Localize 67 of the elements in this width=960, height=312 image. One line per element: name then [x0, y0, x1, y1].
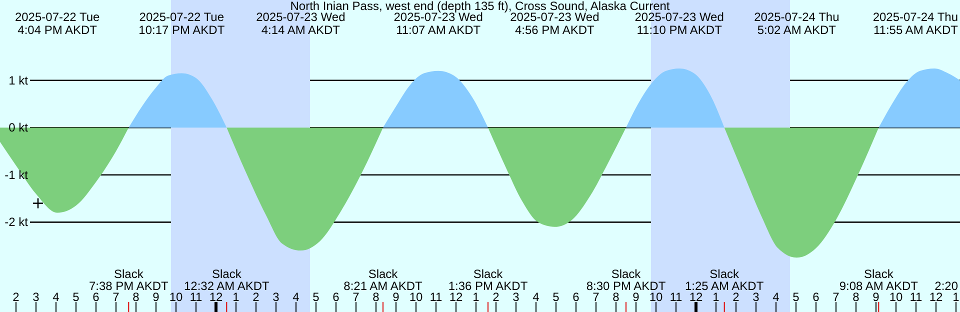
annotation: 2025-07-22 Tue 4:04 PM AKDT [14, 10, 100, 37]
annotation: Slack 1:36 PM AKDT [448, 267, 528, 293]
annotation: Slack 1:25 AM AKDT [684, 267, 764, 293]
annotation: 2025-07-22 Tue 10:17 PM AKDT [138, 10, 226, 37]
annotation: 2:20 [934, 279, 958, 293]
x-tick-label: 12 [209, 290, 223, 304]
x-tick-label: 7 [592, 290, 600, 304]
x-tick-label: 12 [449, 290, 463, 304]
annotation: Slack 8:30 PM AKDT [586, 267, 666, 293]
annotation: 2025-07-23 Wed 11:10 PM AKDT [634, 10, 724, 37]
x-tick-label: 5 [72, 290, 80, 304]
annotation: 2025-07-23 Wed 4:56 PM AKDT [510, 10, 600, 37]
x-tick-label: 11 [670, 290, 683, 304]
x-tick-label: 6 [332, 290, 340, 304]
x-tick-label: 9 [632, 290, 640, 304]
x-tick-label: 12 [689, 290, 703, 304]
x-tick-label: 10 [169, 290, 183, 304]
annotation: 2025-07-24 Thu 5:02 AM AKDT [754, 10, 840, 37]
x-tick-label: 8 [372, 290, 380, 304]
x-tick-label: 9 [872, 290, 880, 304]
x-tick-label: 10 [889, 290, 903, 304]
x-tick-label: 1 [472, 290, 480, 304]
x-tick-label: 8 [132, 290, 140, 304]
x-tick-label: 11 [910, 290, 923, 304]
annotation: 2025-07-23 Wed 4:14 AM AKDT [256, 10, 346, 37]
x-tick-label: 8 [612, 290, 620, 304]
x-tick-label: 3 [752, 290, 760, 304]
x-tick-label: 7 [352, 290, 360, 304]
x-tick-label: 6 [572, 290, 580, 304]
annotation: Slack 12:32 AM AKDT [184, 267, 270, 293]
x-tick-label: 2 [252, 290, 260, 304]
x-tick-label: 5 [792, 290, 800, 304]
x-tick-label: 2 [12, 290, 20, 304]
x-tick-label: 4 [772, 290, 780, 304]
x-tick-label: 3 [272, 290, 280, 304]
x-tick-label: 12 [929, 290, 943, 304]
x-tick-label: 11 [430, 290, 443, 304]
x-tick-label: 7 [832, 290, 840, 304]
x-tick-label: 10 [409, 290, 423, 304]
x-tick-label: 7 [112, 290, 120, 304]
annotation: 2025-07-24 Thu 11:55 AM AKDT [872, 10, 959, 37]
x-tick-label: 8 [852, 290, 860, 304]
chart-title: North Inian Pass, west end (depth 135 ft), Cross Sound, Alaska Current [290, 0, 670, 13]
y-tick-label: -2 kt [4, 215, 29, 230]
x-tick-label: 1 [952, 290, 960, 304]
x-tick-label: 11 [190, 290, 203, 304]
x-tick-label: 1 [232, 290, 240, 304]
x-tick-label: 5 [312, 290, 320, 304]
x-tick-label: 2 [492, 290, 500, 304]
annotation: Slack 9:08 AM AKDT [839, 267, 919, 293]
x-tick-label: 6 [812, 290, 820, 304]
x-tick-label: 6 [92, 290, 100, 304]
x-tick-label: 3 [32, 290, 40, 304]
x-tick-label: 2 [732, 290, 740, 304]
y-tick-label: 0 kt [8, 120, 29, 135]
annotation: Slack 8:21 AM AKDT [344, 267, 424, 293]
x-tick-label: 4 [292, 290, 300, 304]
x-tick-label: 4 [532, 290, 540, 304]
x-tick-label: 1 [712, 290, 720, 304]
x-tick-label: 4 [52, 290, 60, 304]
x-tick-label: 3 [512, 290, 520, 304]
x-tick-label: 10 [649, 290, 663, 304]
x-tick-label: 9 [152, 290, 160, 304]
x-tick-label: 5 [552, 290, 560, 304]
x-tick-label: 9 [392, 290, 400, 304]
annotation: Slack 7:38 PM AKDT [88, 267, 170, 293]
y-tick-label: 1 kt [8, 73, 29, 88]
